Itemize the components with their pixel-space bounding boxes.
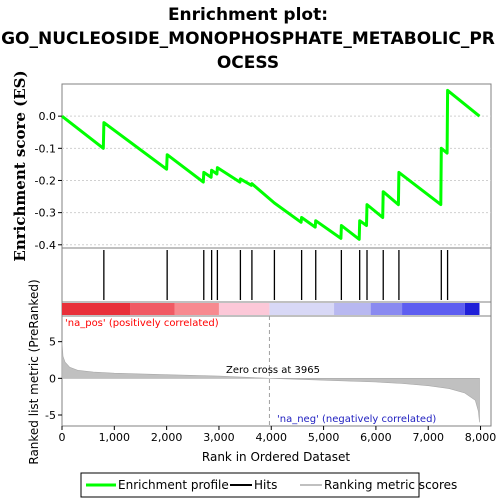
x-tick-label: 1,000 (99, 431, 131, 444)
metric-y-axis: 5 0 -5 (45, 336, 62, 422)
legend: Enrichment profile Hits Ranking metric s… (80, 472, 457, 498)
hits-group (103, 250, 449, 300)
es-y-axis: 0.0 -0.1 -0.2 -0.3 -0.4 (35, 110, 62, 252)
colorbar-segment (370, 303, 403, 315)
legend-label-metric: Ranking metric scores (324, 478, 457, 492)
es-line-group (61, 88, 481, 241)
x-tick-label: 0 (59, 431, 66, 444)
colorbar-segment (464, 303, 480, 315)
na-pos-label: 'na_pos' (positively correlated) (65, 318, 219, 329)
colorbar-segment (174, 303, 219, 315)
na-neg-label: 'na_neg' (negatively correlated) (277, 414, 436, 425)
x-tick-label: 5,000 (308, 431, 340, 444)
legend-label-hits: Hits (254, 478, 277, 492)
x-tick-label: 4,000 (256, 431, 288, 444)
colorbar-segment (218, 303, 270, 315)
title-line-3: OCESS (217, 53, 279, 73)
legend-label-profile: Enrichment profile (118, 478, 229, 492)
metric-panel (61, 315, 492, 427)
es-y-tick-label: -0.3 (35, 207, 56, 220)
metric-group (61, 316, 480, 426)
metric-y-label: Ranked list metric (PreRanked) (27, 279, 41, 464)
es-y-tick-label: -0.1 (35, 142, 56, 155)
hits-panel (61, 247, 492, 303)
title-line-2: GO_NUCLEOSIDE_MONOPHOSPHATE_METABOLIC_PR (1, 29, 495, 49)
x-tick-label: 8,000 (465, 431, 497, 444)
title-line-1: Enrichment plot: (168, 5, 328, 25)
es-y-label: Enrichment score (ES) (11, 70, 29, 261)
colorbar-segment (62, 303, 131, 315)
colorbar-segment (130, 303, 175, 315)
colorbar-segment (334, 303, 371, 315)
ranking-metric-area (61, 341, 480, 423)
es-panel (61, 83, 492, 249)
colorbar-segment (402, 303, 465, 315)
x-tick-label: 6,000 (360, 431, 392, 444)
metric-y-tick-label: 5 (49, 336, 56, 349)
correlation-colorbar (62, 303, 480, 315)
metric-y-tick-label: 0 (49, 372, 56, 385)
x-tick-label: 2,000 (151, 431, 183, 444)
x-tick-label: 7,000 (412, 431, 444, 444)
colorbar-segment (269, 303, 335, 315)
es-grid (62, 115, 491, 246)
es-y-tick-label: -0.4 (35, 239, 56, 252)
zero-cross-label: Zero cross at 3965 (226, 365, 320, 376)
x-axis: 0 1,000 2,000 3,000 4,000 5,000 6,000 7,000 8,00… (59, 426, 497, 444)
enrichment-profile-line (61, 88, 481, 241)
es-y-tick-label: 0.0 (39, 110, 57, 123)
x-axis-label: Rank in Ordered Dataset (202, 450, 350, 464)
es-y-tick-label: -0.2 (35, 174, 56, 187)
x-tick-label: 3,000 (203, 431, 235, 444)
metric-y-tick-label: -5 (45, 409, 56, 422)
